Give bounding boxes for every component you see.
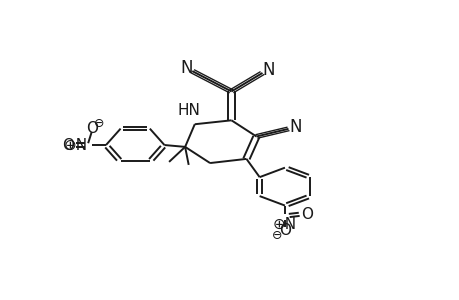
Text: N: N — [179, 59, 192, 77]
Text: O: O — [300, 207, 313, 222]
Text: ⊕N: ⊕N — [272, 217, 297, 232]
Text: ⊕N: ⊕N — [64, 137, 88, 152]
Text: HN: HN — [178, 103, 201, 118]
Text: N: N — [262, 61, 274, 79]
Text: ⊖: ⊖ — [271, 229, 282, 242]
Text: O: O — [62, 137, 74, 152]
Text: O: O — [85, 121, 97, 136]
Text: O: O — [278, 223, 290, 238]
Text: N: N — [289, 118, 302, 136]
Text: ⊖: ⊖ — [94, 117, 105, 130]
